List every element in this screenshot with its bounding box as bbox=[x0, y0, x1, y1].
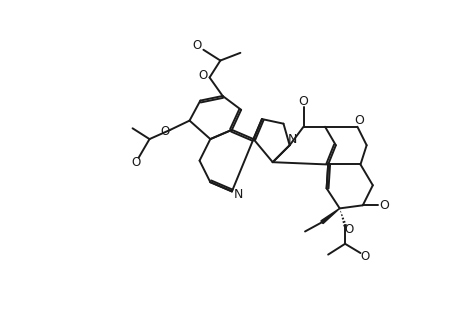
Text: O: O bbox=[198, 70, 207, 82]
Text: O: O bbox=[353, 114, 363, 127]
Text: O: O bbox=[360, 251, 369, 263]
Text: O: O bbox=[160, 125, 169, 138]
Text: O: O bbox=[298, 95, 308, 108]
Text: N: N bbox=[233, 188, 242, 201]
Text: O: O bbox=[192, 39, 202, 52]
Polygon shape bbox=[320, 208, 339, 224]
Text: O: O bbox=[379, 199, 388, 212]
Text: O: O bbox=[344, 223, 353, 236]
Text: N: N bbox=[287, 133, 296, 146]
Text: O: O bbox=[131, 156, 140, 169]
